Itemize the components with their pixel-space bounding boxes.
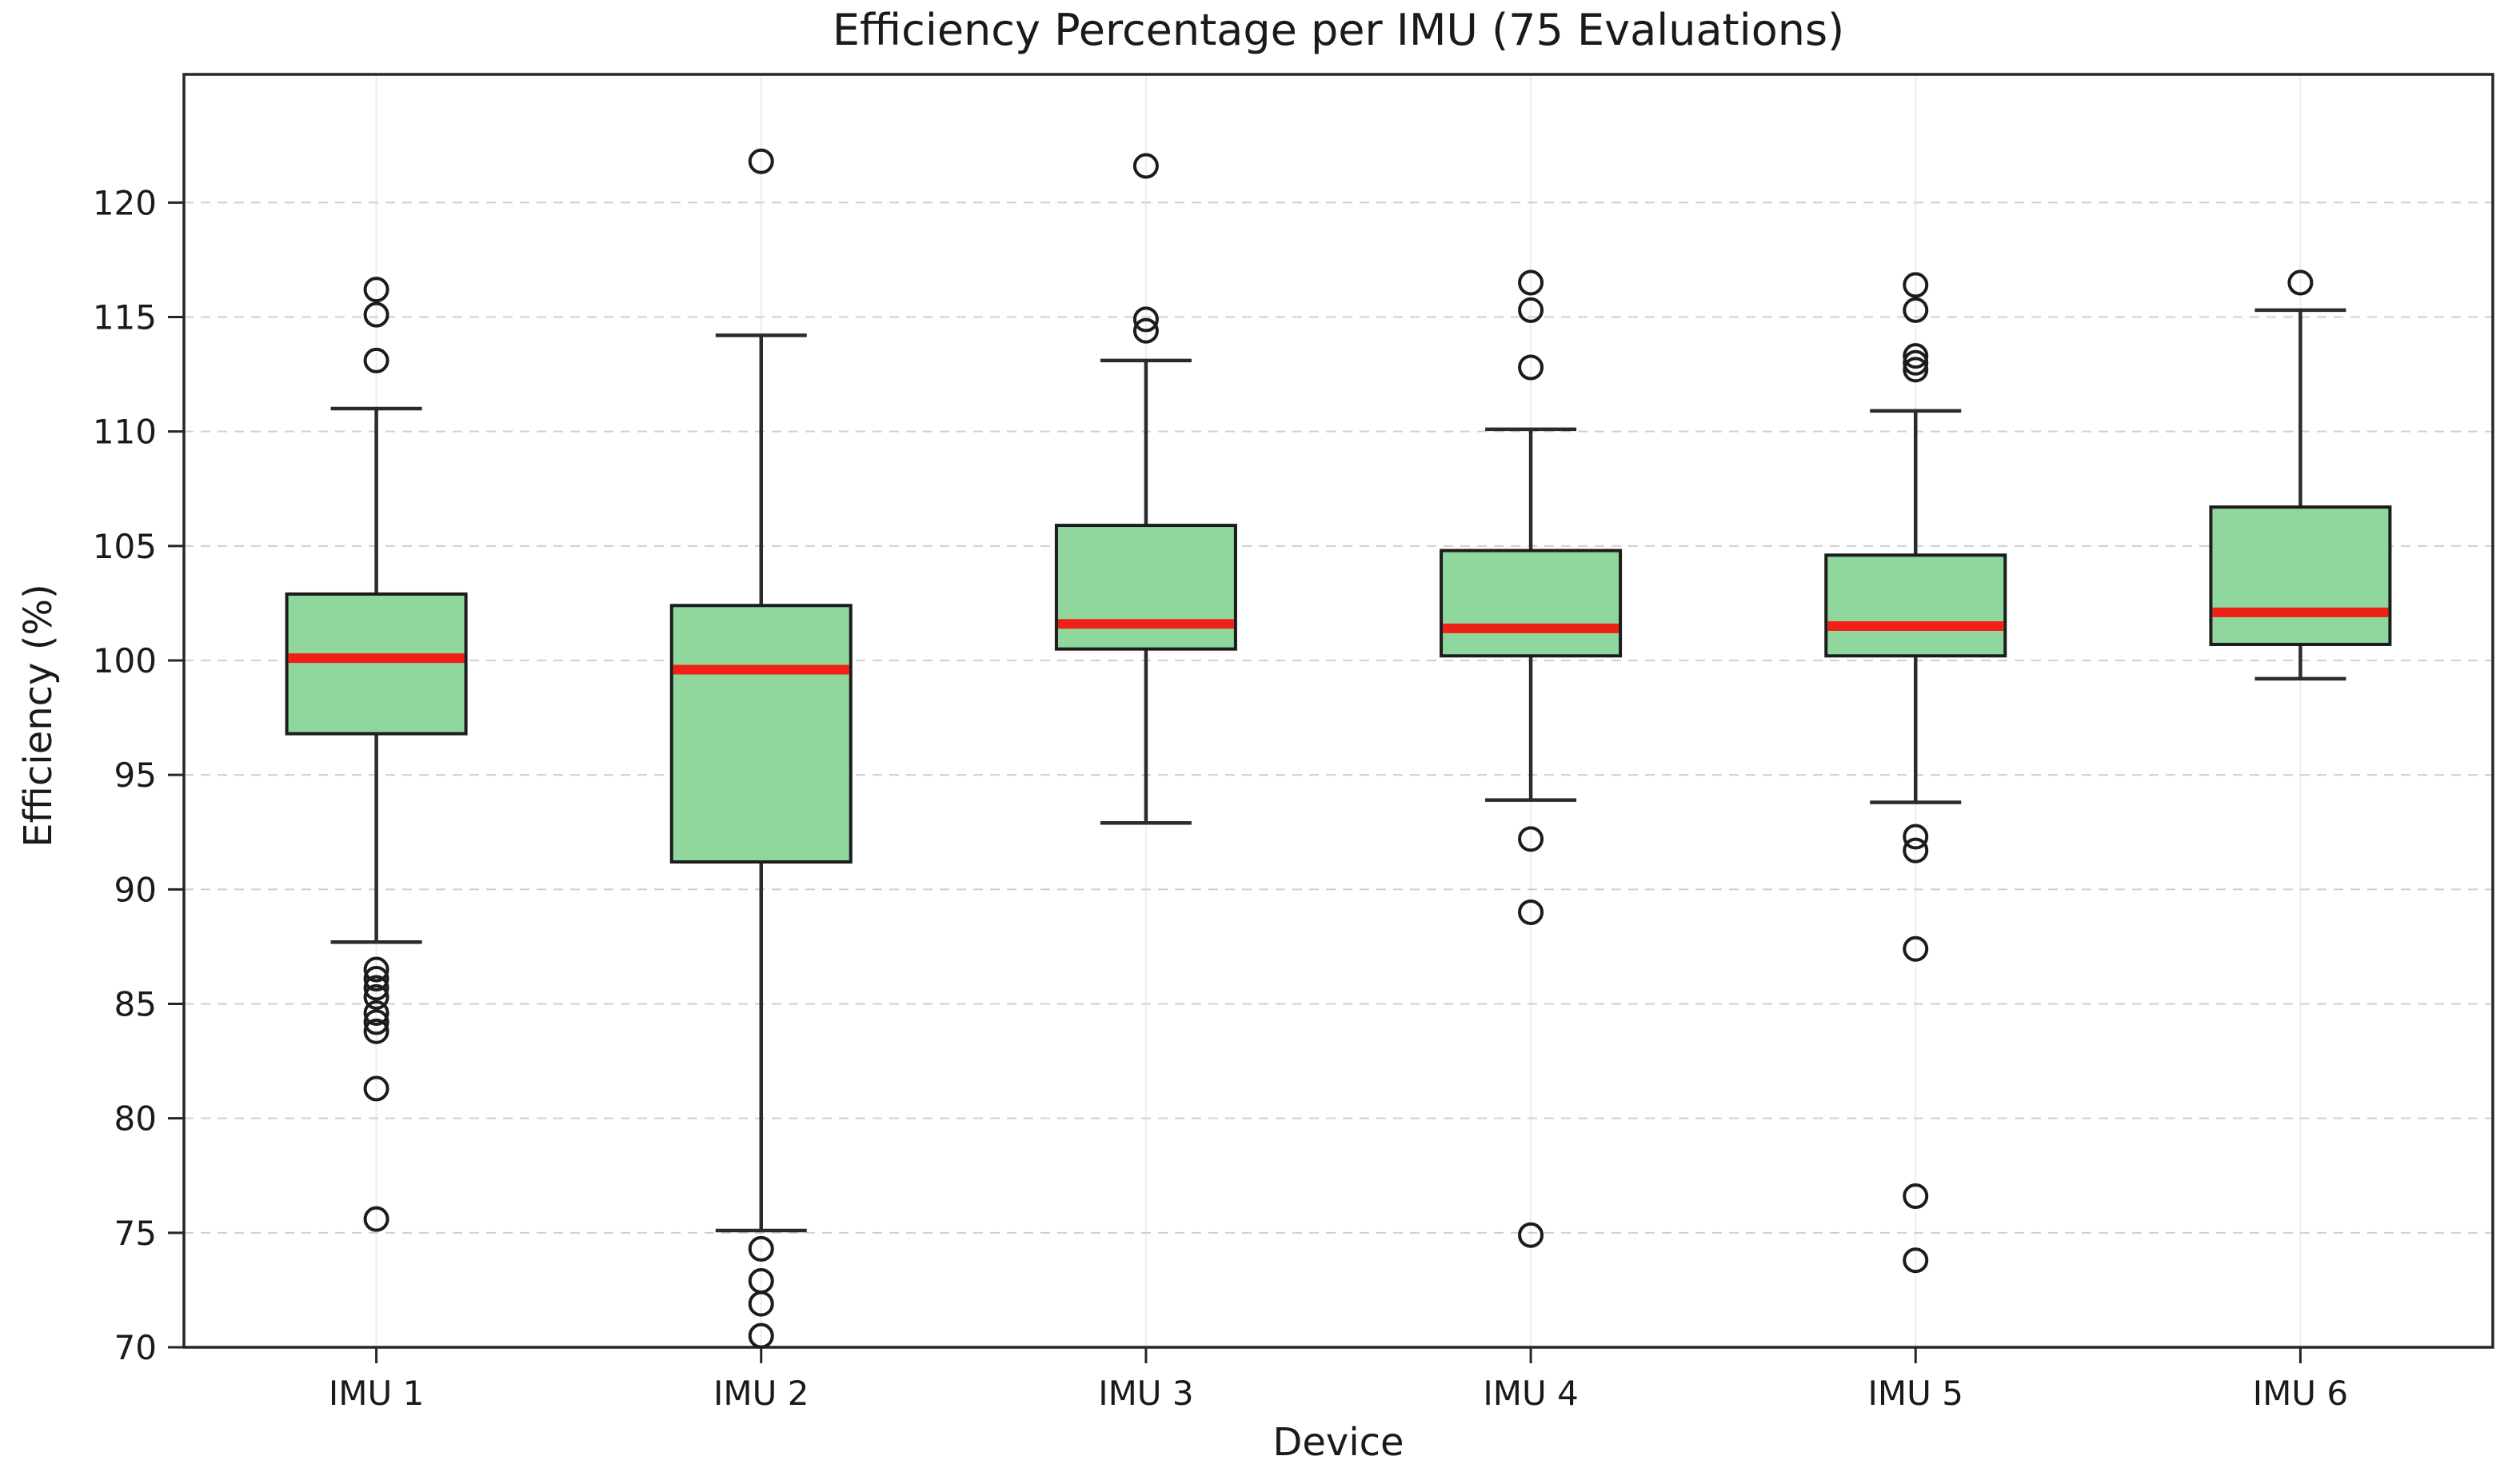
outlier-imu-5-3 bbox=[1903, 343, 1929, 369]
outlier-imu-2-4 bbox=[748, 1291, 774, 1317]
outlier-imu-4-5 bbox=[1518, 899, 1544, 925]
outlier-imu-4-6 bbox=[1518, 1222, 1544, 1248]
x-tick-label-3: IMU 3 bbox=[1098, 1374, 1193, 1413]
box-imu-2 bbox=[669, 604, 853, 864]
outlier-imu-1-9 bbox=[363, 1009, 389, 1035]
outlier-imu-5-9 bbox=[1903, 1183, 1929, 1210]
x-tick-label-1: IMU 1 bbox=[329, 1374, 424, 1413]
y-tick-label-110: 110 bbox=[93, 413, 157, 452]
y-tick-label-75: 75 bbox=[114, 1214, 157, 1253]
x-tick-label-6: IMU 6 bbox=[2253, 1374, 2348, 1413]
outlier-imu-1-5 bbox=[363, 966, 389, 992]
outlier-imu-1-3 bbox=[363, 347, 389, 373]
outlier-imu-5-5 bbox=[1903, 357, 1929, 383]
y-tick-label-85: 85 bbox=[114, 985, 157, 1024]
y-tick-label-70: 70 bbox=[114, 1328, 157, 1367]
outlier-imu-4-4 bbox=[1518, 826, 1544, 852]
outlier-imu-1-10 bbox=[363, 1018, 389, 1044]
y-tick-label-105: 105 bbox=[93, 527, 157, 566]
y-tick-label-100: 100 bbox=[93, 641, 157, 680]
outlier-imu-3-1 bbox=[1132, 153, 1159, 179]
box-imu-5 bbox=[1824, 553, 2007, 658]
outlier-imu-4-1 bbox=[1518, 269, 1544, 296]
x-axis-label: Device bbox=[1272, 1420, 1404, 1465]
y-tick-label-95: 95 bbox=[114, 756, 157, 795]
outlier-imu-5-8 bbox=[1903, 935, 1929, 962]
chart-title: Efficiency Percentage per IMU (75 Evalua… bbox=[832, 5, 1845, 55]
outlier-imu-5-4 bbox=[1903, 349, 1929, 376]
x-tick-label-2: IMU 2 bbox=[713, 1374, 809, 1413]
axes-frame bbox=[182, 73, 2494, 1349]
box-imu-1 bbox=[285, 592, 468, 736]
outlier-imu-6-1 bbox=[2287, 269, 2314, 296]
y-tick-label-120: 120 bbox=[93, 183, 157, 222]
y-tick-label-80: 80 bbox=[114, 1099, 157, 1139]
outlier-imu-5-10 bbox=[1903, 1247, 1929, 1274]
outlier-imu-1-11 bbox=[363, 1075, 389, 1102]
outlier-imu-2-5 bbox=[748, 1322, 774, 1349]
x-tick-label-5: IMU 5 bbox=[1868, 1374, 1963, 1413]
box-imu-3 bbox=[1054, 524, 1237, 651]
box-imu-6 bbox=[2209, 505, 2392, 646]
outlier-imu-4-3 bbox=[1518, 354, 1544, 381]
outlier-imu-3-2 bbox=[1132, 306, 1159, 333]
outlier-imu-2-2 bbox=[748, 1235, 774, 1262]
outlier-imu-1-6 bbox=[363, 975, 389, 1001]
y-tick-label-90: 90 bbox=[114, 870, 157, 909]
outlier-imu-5-6 bbox=[1903, 824, 1929, 850]
outlier-imu-5-1 bbox=[1903, 272, 1929, 298]
outlier-imu-4-2 bbox=[1518, 297, 1544, 323]
outlier-imu-1-2 bbox=[363, 301, 389, 328]
box-imu-4 bbox=[1440, 549, 1623, 658]
x-tick-label-4: IMU 4 bbox=[1483, 1374, 1578, 1413]
outlier-imu-3-3 bbox=[1132, 317, 1159, 344]
outlier-imu-1-7 bbox=[363, 983, 389, 1010]
outlier-imu-5-7 bbox=[1903, 837, 1929, 864]
outlier-imu-1-8 bbox=[363, 999, 389, 1026]
outlier-imu-2-1 bbox=[748, 148, 774, 174]
y-tick-label-115: 115 bbox=[93, 298, 157, 337]
outlier-imu-1-1 bbox=[363, 277, 389, 303]
outlier-imu-5-2 bbox=[1903, 297, 1929, 323]
outlier-imu-1-12 bbox=[363, 1206, 389, 1232]
outlier-imu-1-4 bbox=[363, 956, 389, 983]
